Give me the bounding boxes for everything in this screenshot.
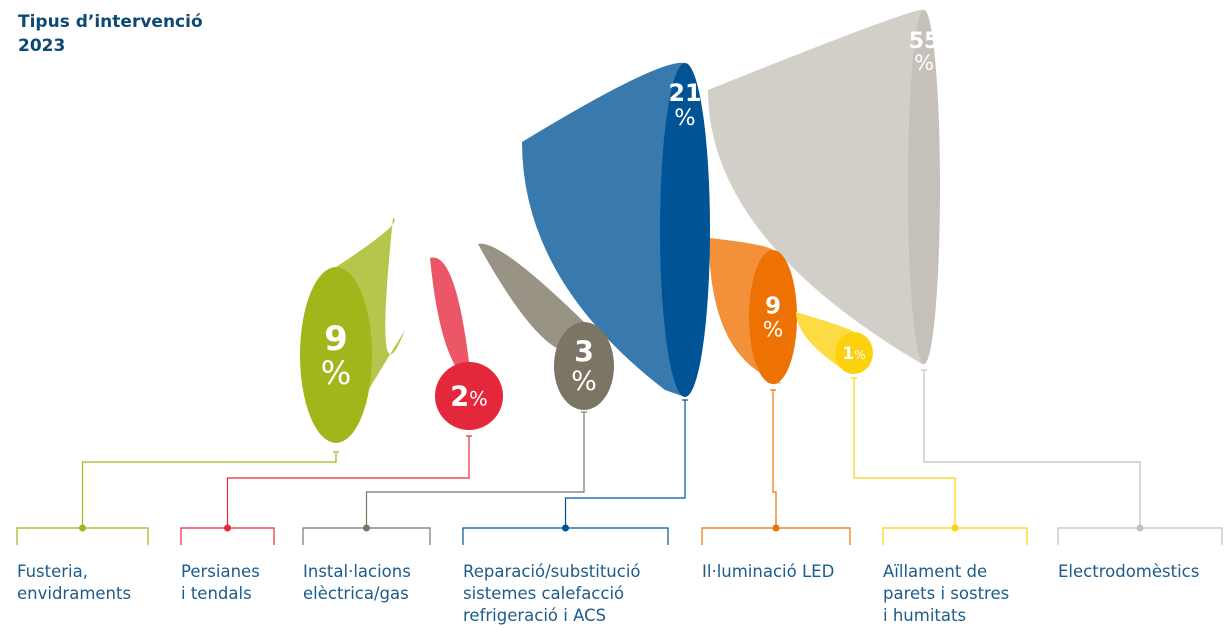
value-label-3: 21 <box>668 79 701 107</box>
bracket-dot-6 <box>1136 524 1144 532</box>
value-label-0: 9 <box>324 319 348 359</box>
leader-5 <box>851 377 1028 545</box>
leader-1 <box>180 435 472 545</box>
chart-title: Tipus d’intervenció 2023 <box>18 10 203 58</box>
category-label-4: Il·luminació LED <box>702 562 834 581</box>
value-label-2: 3 <box>574 336 594 369</box>
title-text: Tipus d’intervenció <box>18 12 203 32</box>
bar-cap-4 <box>749 250 797 384</box>
bar-cap-6 <box>908 10 940 364</box>
category-label-2: Instal·lacions elèctrica/gas <box>303 562 411 603</box>
category-label-6: Electrodomèstics <box>1058 562 1199 581</box>
category-labels-layer: Fusteria, envidraments Persianes i tendals I… <box>17 562 1199 625</box>
category-label-3: Reparació/substitució sistemes calefacció… <box>463 562 641 625</box>
bar-cap-2 <box>554 322 614 410</box>
value-unit-6: % <box>914 51 934 75</box>
value-label-1: 2% <box>450 382 488 413</box>
bar-1: 2% <box>430 257 503 430</box>
bar-6: 55% <box>708 9 940 364</box>
leader-line-3 <box>564 400 686 528</box>
bracket-dot-4 <box>772 524 780 532</box>
value-unit-3: % <box>674 105 695 131</box>
leader-line-4 <box>772 390 777 528</box>
leader-line-0 <box>81 452 337 528</box>
subtitle-text: 2023 <box>18 36 66 56</box>
bracket-dot-0 <box>79 524 86 532</box>
leader-4 <box>701 389 851 545</box>
bar-cap-3 <box>660 63 710 397</box>
value-label-5: 1% <box>842 343 865 363</box>
leader-2 <box>302 411 587 545</box>
bar-2: 3% <box>478 243 614 410</box>
leader-line-5 <box>853 378 956 528</box>
bar-body-3 <box>522 62 685 397</box>
bar-4: 9% <box>709 238 797 384</box>
bar-0: 9% <box>300 218 405 443</box>
category-label-1: Persianes i tendals <box>181 562 260 603</box>
value-label-6: 55 <box>909 29 940 54</box>
bar-cap-1 <box>435 362 503 430</box>
leader-6 <box>921 369 1223 545</box>
bracket-dot-3 <box>562 524 569 532</box>
category-label-5: Aïllament de parets i sostres i humitats <box>883 562 1009 625</box>
bar-body-6 <box>708 9 924 364</box>
bar-3: 21% <box>522 62 710 397</box>
bar-cap-0 <box>300 267 372 443</box>
bar-5: 1% <box>796 312 873 374</box>
back-bars-layer: 55%9%1%21%9%2%3% <box>300 9 940 443</box>
bracket-dot-5 <box>951 524 959 532</box>
leader-0 <box>16 451 339 545</box>
leader-3 <box>462 399 688 545</box>
value-unit-4: % <box>763 317 784 342</box>
value-unit-0: % <box>321 354 352 392</box>
bar-body-2 <box>478 243 600 410</box>
bracket-dot-1 <box>224 524 231 532</box>
bar-cap-5 <box>835 332 873 374</box>
category-label-0: Fusteria, envidraments <box>17 562 131 603</box>
leader-lines-layer <box>16 369 1223 545</box>
bracket-dot-2 <box>363 524 370 532</box>
leader-line-2 <box>365 412 585 528</box>
value-unit-2: % <box>571 366 597 397</box>
value-label-4: 9 <box>765 294 781 320</box>
leader-line-6 <box>923 370 1141 528</box>
leader-line-1 <box>226 436 470 528</box>
